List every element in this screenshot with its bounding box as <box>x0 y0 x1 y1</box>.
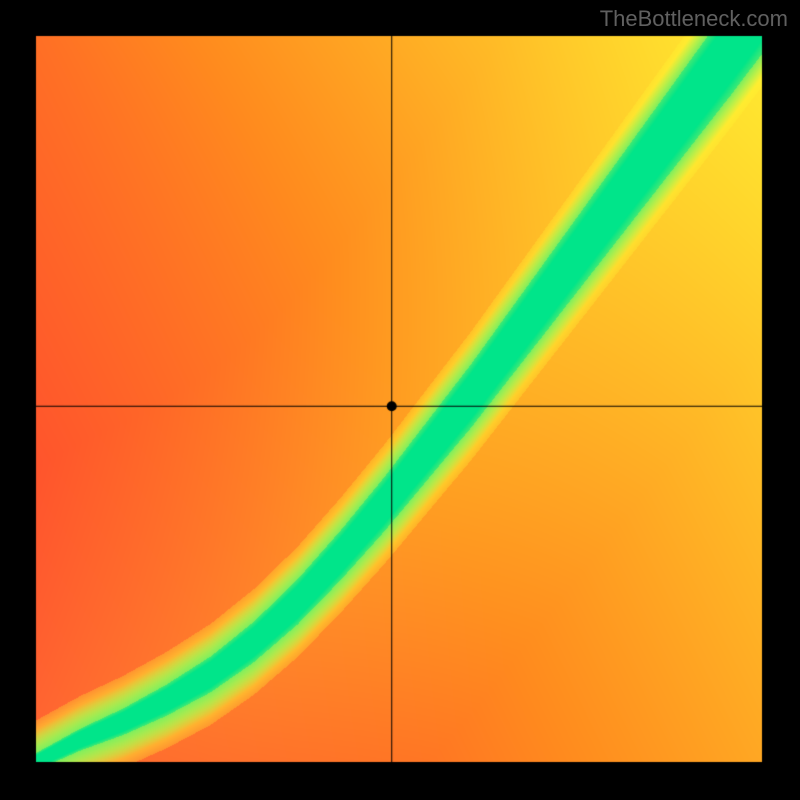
heatmap-canvas <box>0 0 800 800</box>
watermark-text: TheBottleneck.com <box>600 6 788 32</box>
chart-container: TheBottleneck.com <box>0 0 800 800</box>
